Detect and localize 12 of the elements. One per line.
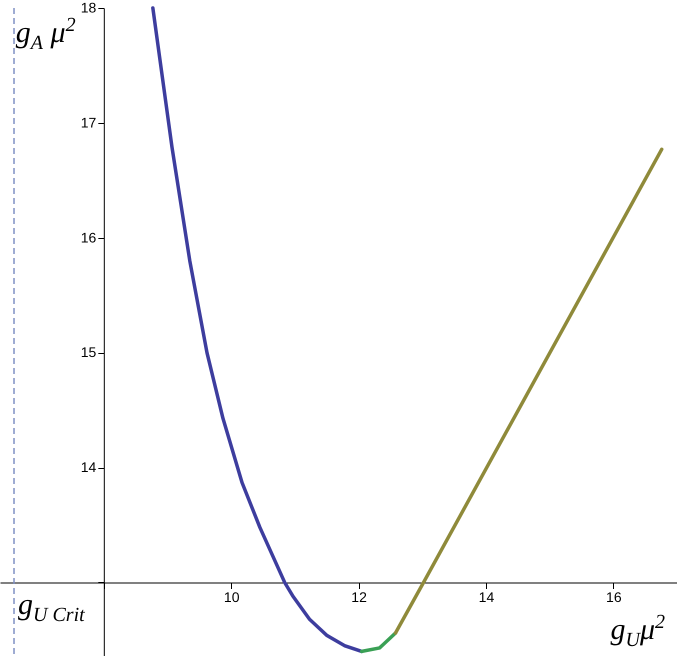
y-axis-title: g$_{A}$ μ$^{2}$ bbox=[16, 14, 76, 55]
y-tick-label: 14 bbox=[80, 459, 97, 476]
x-tick-label: 14 bbox=[478, 588, 494, 605]
x-tick-label: 10 bbox=[224, 588, 240, 605]
x-axis-title: g$_{U}$μ$^{2}$ bbox=[610, 611, 665, 652]
y-tick-label: 17 bbox=[80, 114, 97, 130]
x-tick-label: 12 bbox=[351, 588, 368, 605]
y-tick-label: 15 bbox=[80, 344, 97, 360]
y-tick-label: 16 bbox=[80, 229, 97, 246]
x-tick-label: 16 bbox=[606, 588, 622, 605]
y-tick-label: 18 bbox=[80, 0, 97, 16]
ref-line-label: g$_{U Crit}$ bbox=[18, 588, 85, 628]
